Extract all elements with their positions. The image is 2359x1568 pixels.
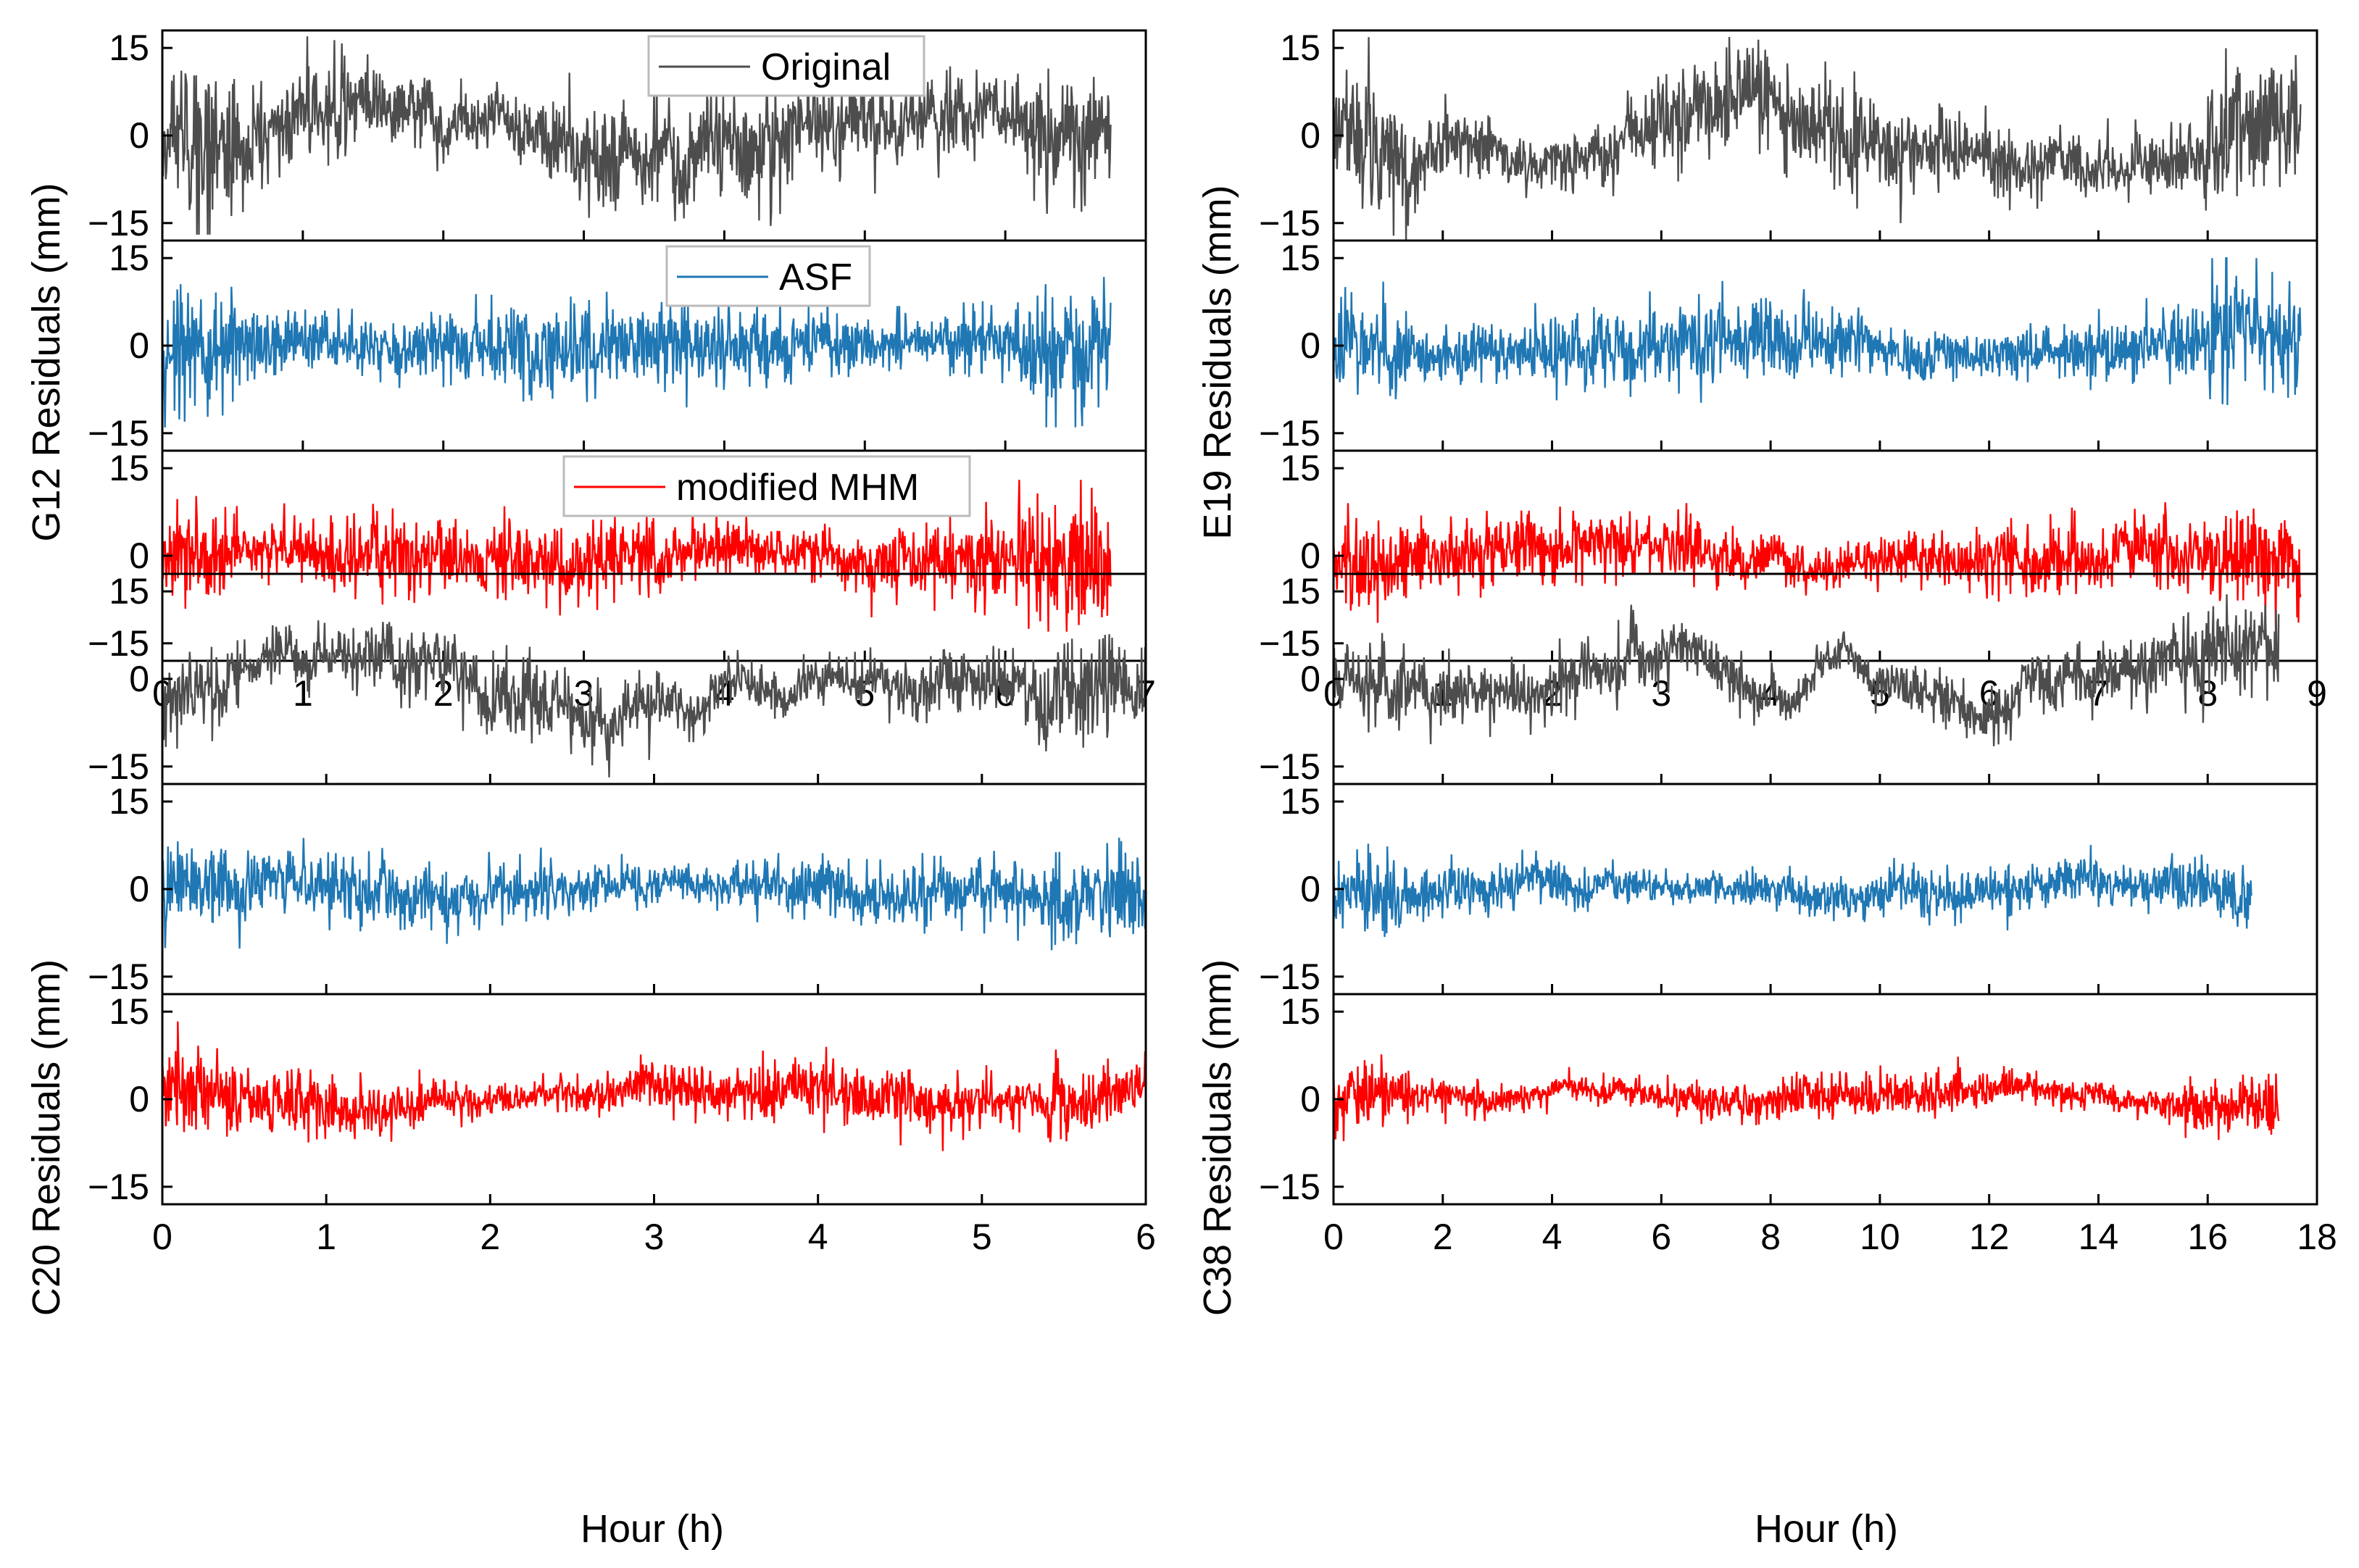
x-tick-label: 2 — [1433, 1217, 1453, 1257]
y-tick-label: 0 — [1300, 1079, 1320, 1119]
y-tick-label: 15 — [109, 238, 149, 278]
y-tick-label: −15 — [1259, 746, 1320, 787]
y-tick-label: 0 — [1300, 659, 1320, 699]
series-line-asf — [1332, 843, 2252, 938]
y-tick-label: −15 — [88, 623, 149, 664]
legend-modified-mhm: modified MHM — [562, 455, 971, 517]
x-tick-label: 16 — [2187, 1217, 2228, 1257]
y-tick-label: 15 — [109, 991, 149, 1032]
subplot-c38-modified-mhm: 150−150 2 4 6 8 10 12 14 16 18 — [1259, 991, 2337, 1257]
x-tick-label: 10 — [1860, 1217, 1900, 1257]
y-tick-label: 15 — [109, 781, 149, 822]
y-tick-label: −15 — [1259, 203, 1320, 243]
y-tick-label: 15 — [109, 28, 149, 68]
ylabel-g12: G12 Residuals (mm) — [25, 183, 68, 541]
y-tick-label: −15 — [1259, 623, 1320, 664]
series-line-original — [161, 620, 1147, 777]
y-tick-label: 15 — [109, 448, 149, 488]
y-tick-label: 15 — [1280, 571, 1320, 612]
subplot-c38-asf: 15 0 −15 — [1259, 781, 2318, 997]
y-tick-label: 0 — [129, 115, 149, 156]
series-line-modified-mhm — [1332, 502, 2302, 635]
y-tick-label: −15 — [1259, 1167, 1320, 1207]
legend-label: modified MHM — [676, 467, 919, 509]
x-tick-label: 1 — [316, 1217, 336, 1257]
y-tick-label: 0 — [1300, 869, 1320, 909]
subplot-c20-modified-mhm: 150−150 1 2 3 4 5 6 — [88, 991, 1156, 1257]
y-tick-label: 15 — [1280, 238, 1320, 278]
x-tick-label: 6 — [1136, 1217, 1156, 1257]
subplot-g12-original: 15 0 −15 — [88, 28, 1147, 243]
x-tick-label: 0 — [152, 1217, 172, 1257]
x-tick-label: 8 — [1760, 1217, 1781, 1257]
y-tick-label: −15 — [88, 1167, 149, 1207]
y-tick-label: −15 — [88, 956, 149, 997]
xlabel-c20: Hour (h) — [581, 1507, 724, 1551]
y-tick-label: 15 — [1280, 991, 1320, 1032]
y-tick-label: 0 — [129, 325, 149, 366]
y-tick-label: 0 — [129, 659, 149, 699]
series-line-modified-mhm — [161, 1021, 1147, 1151]
x-tick-label: 12 — [1969, 1217, 2010, 1257]
y-tick-label: 0 — [1300, 325, 1320, 366]
legend-original: Original — [647, 35, 925, 97]
x-tick-label: 4 — [1542, 1217, 1563, 1257]
x-tick-label: 0 — [1323, 1217, 1344, 1257]
ylabel-e19: E19 Residuals (mm) — [1196, 185, 1239, 539]
series-line-modified-mhm — [161, 480, 1112, 632]
y-tick-label: 0 — [1300, 115, 1320, 156]
y-tick-label: 15 — [1280, 28, 1320, 68]
series-line-asf — [161, 838, 1147, 951]
ylabel-c38: C38 Residuals (mm) — [1196, 959, 1239, 1316]
y-tick-label: −15 — [1259, 413, 1320, 454]
y-tick-label: −15 — [88, 746, 149, 787]
x-tick-label: 3 — [644, 1217, 665, 1257]
y-tick-label: −15 — [88, 413, 149, 454]
x-tick-label: 5 — [972, 1217, 992, 1257]
x-tick-label: 18 — [2297, 1217, 2337, 1257]
legend-asf: ASF — [665, 245, 871, 307]
y-tick-label: −15 — [1259, 956, 1320, 997]
series-line-original — [1332, 36, 2302, 241]
series-line-original — [161, 36, 1112, 235]
y-tick-label: 15 — [1280, 448, 1320, 488]
y-tick-label: 0 — [129, 869, 149, 909]
subplot-c20-original: 150−15 — [88, 571, 1147, 787]
y-tick-label: 0 — [129, 535, 149, 576]
legends: Original ASF modified MHM — [562, 35, 971, 517]
series-line-original — [1332, 594, 2280, 746]
series-line-modified-mhm — [1332, 1054, 2280, 1141]
y-tick-label: 15 — [1280, 781, 1320, 822]
legend-label: Original — [761, 46, 891, 88]
y-tick-label: −15 — [88, 203, 149, 243]
x-tick-label: 4 — [808, 1217, 828, 1257]
y-tick-label: 15 — [109, 571, 149, 612]
y-tick-label: 0 — [1300, 535, 1320, 576]
subplot-e19-original: 15 0 −15 — [1259, 28, 2318, 243]
ylabel-c20: C20 Residuals (mm) — [25, 959, 68, 1316]
subplot-e19-asf: 15 0 −15 — [1259, 238, 2318, 454]
x-tick-label: 6 — [1651, 1217, 1671, 1257]
xlabel-c38: Hour (h) — [1755, 1507, 1898, 1551]
subplot-g12-asf: 15 0 −15 — [88, 238, 1147, 454]
series-line-asf — [1332, 257, 2302, 406]
y-tick-label: 0 — [129, 1079, 149, 1119]
subplot-c38-original: 150−15 — [1259, 571, 2318, 787]
subplot-c20-asf: 15 0 −15 — [88, 781, 1147, 997]
legend-label: ASF — [779, 257, 852, 299]
x-tick-label: 14 — [2079, 1217, 2119, 1257]
series-line-asf — [161, 277, 1112, 428]
x-tick-label: 2 — [480, 1217, 500, 1257]
